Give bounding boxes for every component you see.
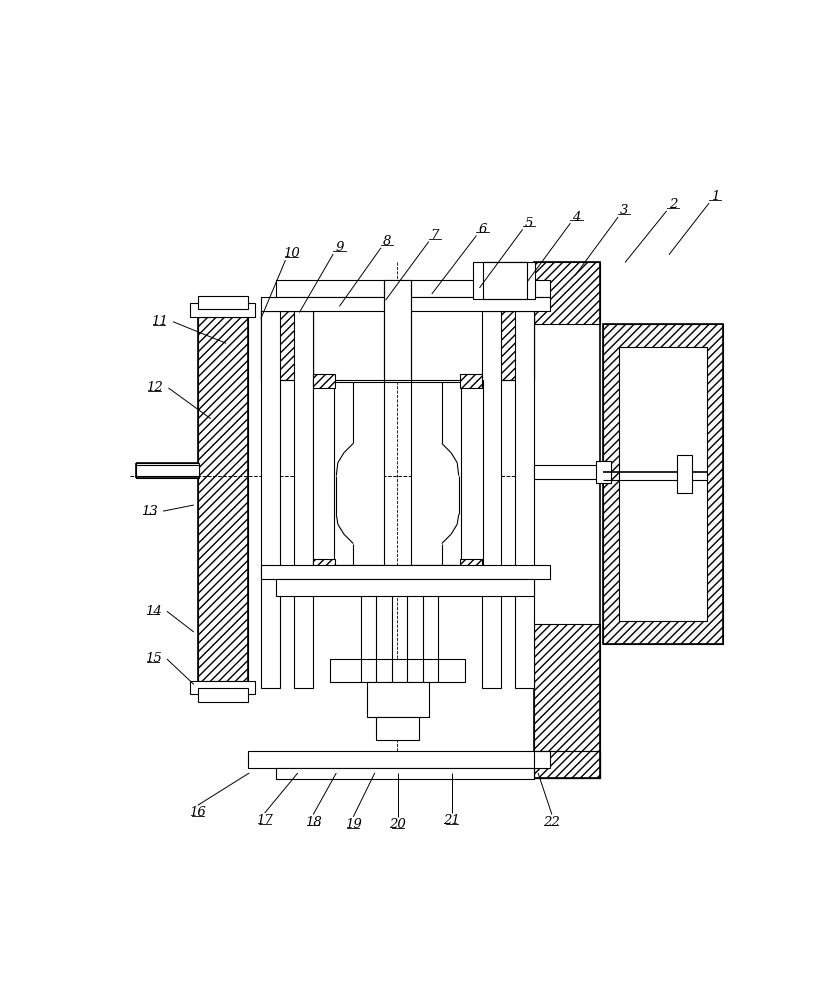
Bar (198, 311, 248, 686)
Text: 6: 6 (478, 223, 487, 236)
Bar (136, 463, 199, 478)
Bar (473, 262, 535, 299)
Text: 22: 22 (544, 816, 561, 829)
Text: 19: 19 (345, 818, 362, 831)
Bar (515, 311, 534, 688)
Bar (277, 280, 550, 297)
Bar (198, 681, 248, 694)
Text: 16: 16 (189, 806, 206, 820)
Bar (261, 297, 550, 311)
Bar (261, 311, 313, 380)
Bar (534, 751, 600, 778)
Bar (330, 659, 465, 682)
Bar (460, 559, 482, 573)
Text: 2: 2 (669, 198, 677, 211)
Bar (190, 303, 256, 317)
Text: 7: 7 (431, 229, 439, 242)
Bar (277, 579, 534, 596)
Bar (261, 311, 280, 688)
Bar (603, 324, 723, 644)
Bar (198, 688, 248, 702)
Text: 4: 4 (572, 211, 581, 224)
Bar (676, 455, 692, 493)
Bar (482, 311, 501, 688)
Bar (190, 681, 256, 694)
Bar (248, 751, 550, 768)
Bar (294, 311, 313, 688)
Bar (483, 311, 534, 380)
Text: 12: 12 (146, 381, 163, 394)
Text: 21: 21 (443, 814, 460, 827)
Bar (198, 296, 248, 309)
Bar (384, 280, 411, 380)
Text: 3: 3 (620, 204, 628, 217)
Bar (603, 324, 723, 644)
Bar (198, 311, 248, 686)
Text: 15: 15 (145, 652, 162, 666)
Bar (483, 311, 534, 380)
Bar (261, 565, 550, 579)
Text: 10: 10 (283, 247, 300, 260)
Bar (534, 262, 600, 324)
Bar (534, 751, 600, 778)
Bar (313, 559, 334, 573)
Bar (596, 461, 611, 483)
Bar (261, 311, 313, 380)
Text: 11: 11 (151, 315, 168, 328)
Text: 1: 1 (711, 190, 719, 204)
Bar (313, 374, 334, 388)
Bar (534, 624, 600, 778)
Bar (483, 262, 527, 286)
Text: 5: 5 (525, 217, 533, 230)
Bar (534, 465, 603, 479)
Bar (136, 465, 199, 476)
Bar (367, 682, 429, 717)
Bar (483, 262, 527, 299)
Text: 14: 14 (145, 605, 162, 618)
Bar (376, 717, 419, 740)
Text: 13: 13 (141, 505, 158, 518)
Text: 20: 20 (390, 818, 406, 831)
Text: 17: 17 (256, 814, 273, 827)
Text: 18: 18 (305, 816, 322, 829)
Bar (411, 380, 483, 565)
Bar (460, 374, 482, 388)
Text: 9: 9 (335, 241, 344, 254)
Bar (313, 380, 384, 565)
Bar (277, 768, 534, 779)
Bar (619, 347, 707, 620)
Bar (198, 303, 248, 317)
Bar (534, 262, 600, 778)
Text: 8: 8 (383, 235, 391, 248)
